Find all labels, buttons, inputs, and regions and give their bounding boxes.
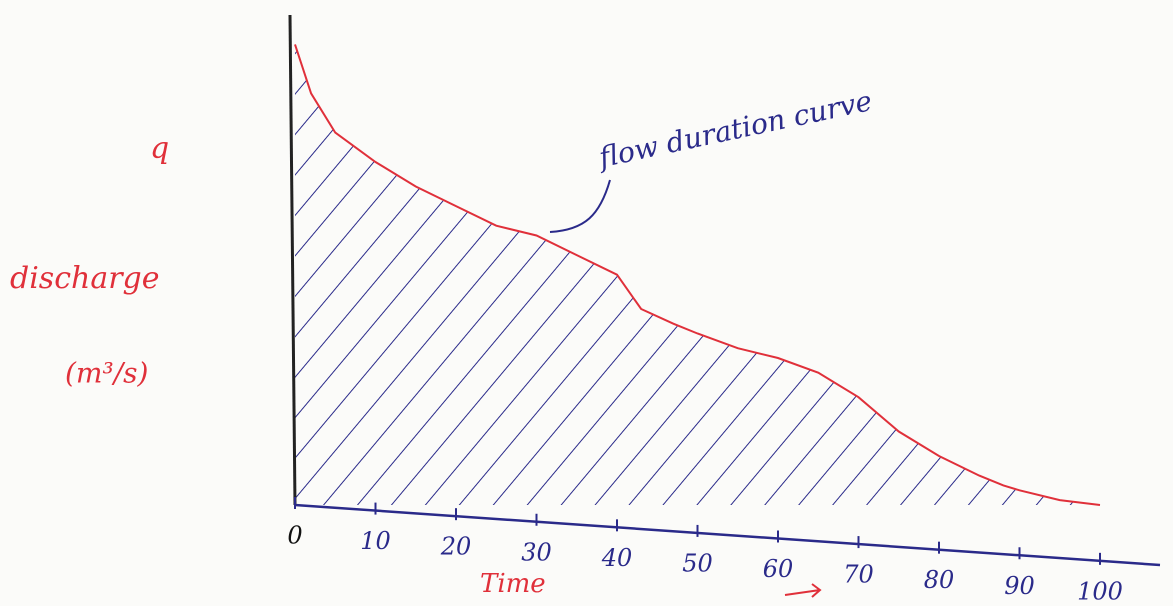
y-symbol: q <box>150 131 169 166</box>
y-unit: (m³/s) <box>65 357 148 390</box>
x-tick-label: 0 <box>287 522 302 550</box>
decor-arrow <box>784 583 822 598</box>
x-tick-label: 90 <box>1004 572 1035 600</box>
x-tick-label: 10 <box>360 527 391 555</box>
y-axis <box>288 14 297 506</box>
x-tick-label: 50 <box>682 549 713 577</box>
annotation-arrow <box>549 179 611 233</box>
annotation: flow duration curve <box>594 84 875 174</box>
x-tick-label: 70 <box>843 561 874 589</box>
x-label: Time <box>480 569 546 599</box>
x-tick-label: 30 <box>521 538 552 566</box>
x-tick-label: 100 <box>1077 577 1123 605</box>
x-tick-label: 80 <box>924 566 955 594</box>
x-tick-label: 20 <box>440 533 472 561</box>
x-tick-label: 40 <box>601 544 633 572</box>
y-label: discharge <box>10 261 160 296</box>
x-axis <box>294 503 1161 567</box>
x-tick-label: 60 <box>763 555 794 583</box>
hatched-area <box>295 44 1100 506</box>
curve <box>294 44 1101 506</box>
